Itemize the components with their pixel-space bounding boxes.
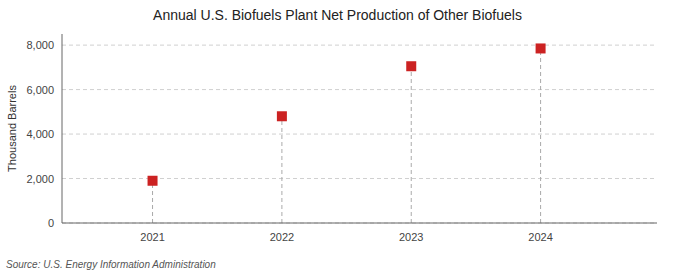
y-tick-label: 0 [48,217,54,229]
point [406,61,416,71]
title: Annual U.S. Biofuels Plant Net Productio… [153,7,522,23]
source-note: Source: U.S. Energy Information Administ… [6,259,216,270]
y-axis-label: Thousand Barrels [6,85,18,172]
data-group [148,43,546,223]
grid [62,45,657,223]
chart-svg: Annual U.S. Biofuels Plant Net Productio… [0,0,675,275]
drop-line [152,181,153,223]
point [277,111,287,121]
grid-line [62,134,657,135]
y-tick-label: 6,000 [26,84,54,96]
drop-line [411,66,412,223]
grid-line [62,89,657,90]
y-tick-label: 2,000 [26,173,54,185]
y-tick-label: 8,000 [26,39,54,51]
y-axis-line [62,34,63,223]
y-tick-label: 4,000 [26,128,54,140]
grid-line [62,223,657,224]
point [536,43,546,53]
x-tick-label: 2021 [140,231,164,243]
x-tick-label: 2023 [399,231,423,243]
drop-line [281,116,282,223]
point [148,176,158,186]
chart-container: Annual U.S. Biofuels Plant Net Productio… [0,0,675,275]
x-tick-label: 2022 [270,231,294,243]
grid-line [62,45,657,46]
x-axis-line [62,223,657,224]
drop-line [540,48,541,223]
x-tick-label: 2024 [528,231,552,243]
